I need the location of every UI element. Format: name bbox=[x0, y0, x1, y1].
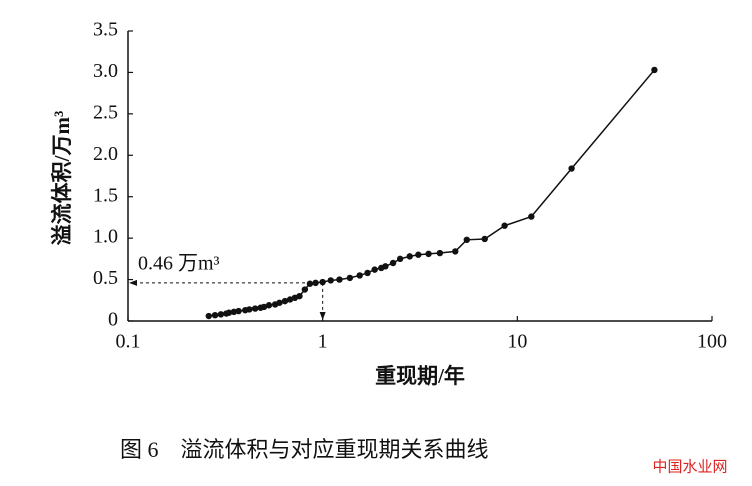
y-tick-label: 1.0 bbox=[93, 226, 118, 248]
line bbox=[208, 69, 655, 317]
y-tick-label: 3.0 bbox=[93, 60, 118, 82]
point bbox=[396, 255, 404, 263]
point bbox=[371, 266, 378, 273]
point bbox=[389, 259, 397, 267]
y-tick-label: 3.5 bbox=[93, 19, 118, 41]
y-tick-label: 2.5 bbox=[93, 101, 118, 123]
point bbox=[319, 278, 326, 286]
point bbox=[217, 311, 225, 318]
y-tick-label: 0.5 bbox=[93, 267, 118, 289]
point bbox=[286, 296, 294, 303]
point bbox=[481, 235, 488, 243]
point bbox=[452, 248, 459, 255]
point bbox=[235, 307, 242, 315]
point bbox=[463, 236, 470, 243]
point bbox=[501, 222, 508, 229]
point bbox=[281, 297, 289, 305]
watermark: 中国水业网 bbox=[652, 458, 727, 475]
point bbox=[260, 303, 268, 311]
y-tick-label: 1.5 bbox=[93, 184, 118, 206]
point bbox=[301, 286, 309, 293]
annotation-text: 0.46 万m³ bbox=[138, 252, 220, 274]
point bbox=[211, 312, 219, 319]
point bbox=[205, 312, 212, 320]
point bbox=[415, 251, 422, 258]
point bbox=[312, 279, 319, 287]
point bbox=[406, 253, 413, 260]
point bbox=[651, 66, 658, 74]
caption: 图 6 溢流体积与对应重现期关系曲线 bbox=[120, 437, 489, 462]
point bbox=[336, 276, 343, 283]
y-tick-label: 2.0 bbox=[93, 143, 118, 165]
point bbox=[327, 277, 334, 284]
point bbox=[251, 305, 259, 312]
y-tick-label: 0 bbox=[108, 309, 118, 331]
point bbox=[425, 250, 432, 258]
x-axis-label: 重现期/年 bbox=[375, 364, 465, 388]
point bbox=[225, 309, 233, 316]
x-tick-label: 0.1 bbox=[116, 331, 141, 353]
point bbox=[296, 292, 303, 300]
point bbox=[246, 306, 253, 313]
x-tick-label: 10 bbox=[507, 331, 527, 353]
point bbox=[568, 165, 575, 172]
point bbox=[528, 213, 535, 220]
point bbox=[364, 269, 371, 277]
x-tick-label: 1 bbox=[318, 331, 328, 353]
annotation-arrow bbox=[129, 279, 137, 286]
point bbox=[306, 280, 314, 287]
point bbox=[265, 302, 273, 309]
annotation-arrow bbox=[319, 312, 326, 320]
x-tick-label: 100 bbox=[697, 331, 727, 353]
y-axis-label: 溢流体积/万m³ bbox=[50, 111, 74, 246]
point bbox=[346, 274, 354, 282]
point bbox=[356, 272, 363, 279]
point bbox=[436, 249, 444, 257]
point bbox=[276, 299, 283, 306]
point bbox=[382, 263, 389, 270]
